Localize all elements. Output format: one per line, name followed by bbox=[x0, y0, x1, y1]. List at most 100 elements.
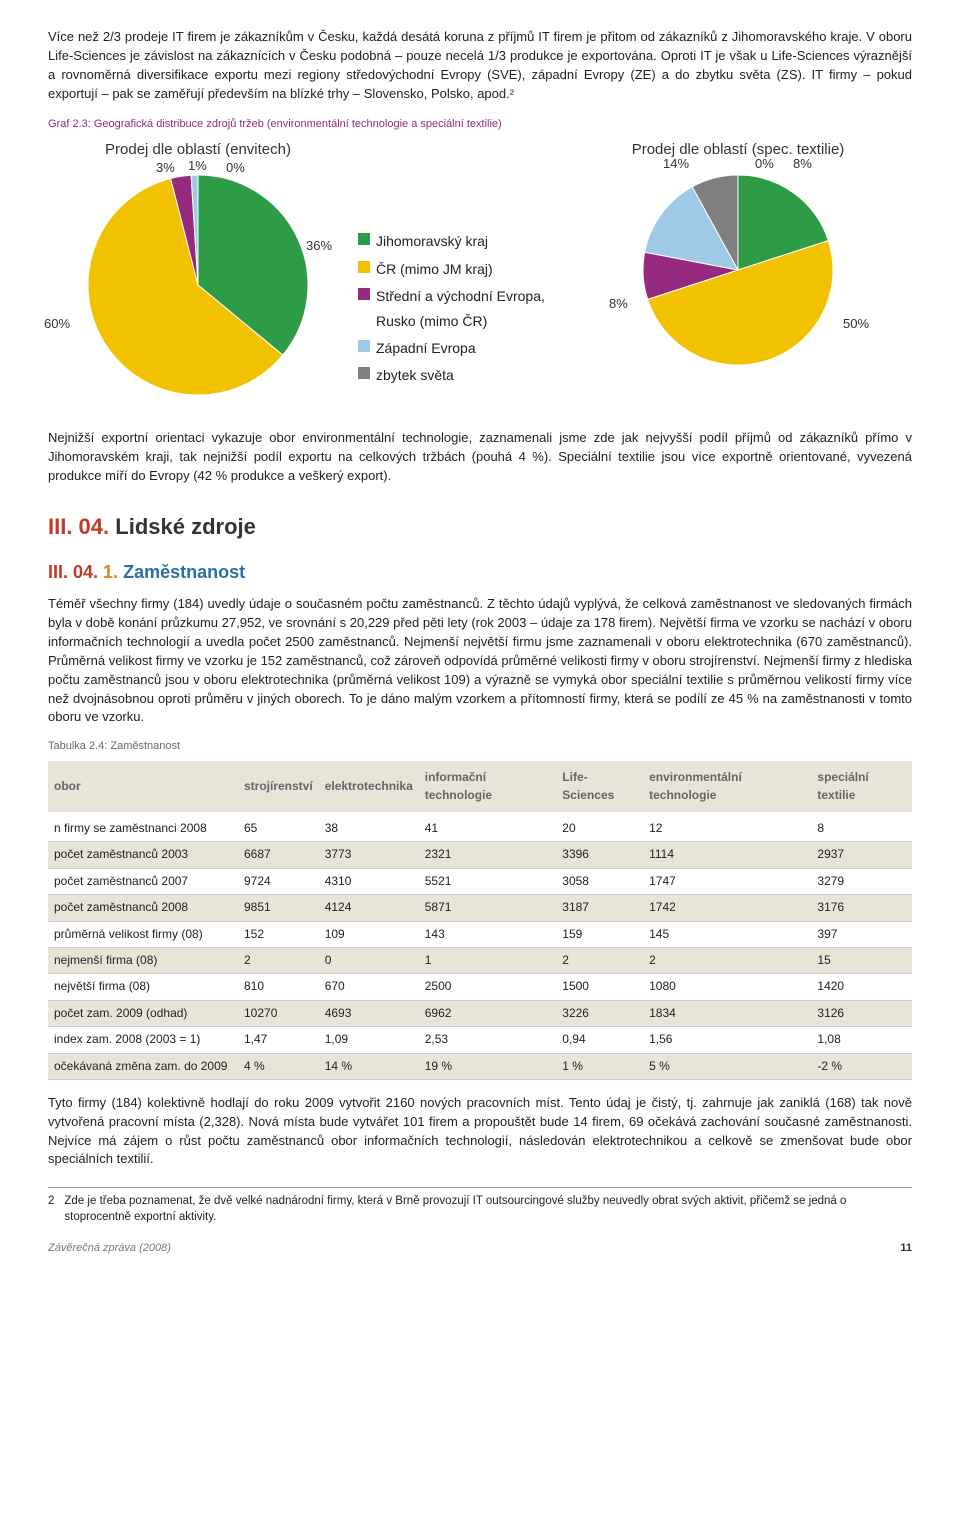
table-cell: očekávaná změna zam. do 2009 bbox=[48, 1053, 238, 1079]
table-cell: 2937 bbox=[811, 842, 912, 868]
table-cell: 2321 bbox=[419, 842, 557, 868]
pie-label: 8% bbox=[793, 155, 812, 174]
table-header-cell: informační technologie bbox=[419, 761, 557, 814]
pie-label: 0% bbox=[226, 159, 245, 178]
table-cell: 19 % bbox=[419, 1053, 557, 1079]
legend-swatch bbox=[358, 340, 370, 352]
table-row: nejmenší firma (08)2012215 bbox=[48, 948, 912, 974]
table-cell: 5521 bbox=[419, 868, 557, 894]
table-cell: 0 bbox=[319, 948, 419, 974]
table-cell: 159 bbox=[556, 921, 643, 947]
legend-swatch bbox=[358, 261, 370, 273]
footnote-num: 2 bbox=[48, 1194, 54, 1225]
table-cell: 1747 bbox=[643, 868, 811, 894]
table-cell: 4310 bbox=[319, 868, 419, 894]
table-cell: počet zaměstnanců 2008 bbox=[48, 895, 238, 921]
h3-num-b: 1. bbox=[103, 562, 118, 582]
table-row: počet zaměstnanců 2007972443105521305817… bbox=[48, 868, 912, 894]
table-cell: 397 bbox=[811, 921, 912, 947]
legend-item: Střední a východní Evropa, Rusko (mimo Č… bbox=[358, 284, 578, 334]
table-cell: 20 bbox=[556, 814, 643, 842]
table-cell: 670 bbox=[319, 974, 419, 1000]
table-cell: 145 bbox=[643, 921, 811, 947]
pie-chart-2: 0%8%14%8%50% bbox=[633, 165, 843, 381]
legend-list: Jihomoravský krajČR (mimo JM kraj)Středn… bbox=[358, 229, 578, 388]
table-header-cell: speciální textilie bbox=[811, 761, 912, 814]
table-cell: n firmy se zaměstnanci 2008 bbox=[48, 814, 238, 842]
table-cell: počet zam. 2009 (odhad) bbox=[48, 1000, 238, 1026]
table-row: největší firma (08)810670250015001080142… bbox=[48, 974, 912, 1000]
pie-label: 14% bbox=[663, 155, 689, 174]
table-cell: 1,56 bbox=[643, 1027, 811, 1053]
table-row: počet zam. 2009 (odhad)10270469369623226… bbox=[48, 1000, 912, 1026]
table-cell: 4 % bbox=[238, 1053, 319, 1079]
table-cell: 1420 bbox=[811, 974, 912, 1000]
h2-number: III. 04. bbox=[48, 514, 109, 539]
heading-lidske-zdroje: III. 04. Lidské zdroje bbox=[48, 511, 912, 543]
table-zamestnanost: oborstrojírenstvíelektrotechnikainformač… bbox=[48, 761, 912, 1080]
table-header-cell: elektrotechnika bbox=[319, 761, 419, 814]
paragraph-3: Téměř všechny firmy (184) uvedly údaje o… bbox=[48, 595, 912, 727]
table-cell: počet zaměstnanců 2003 bbox=[48, 842, 238, 868]
footnote: 2 Zde je třeba poznamenat, že dvě velké … bbox=[48, 1187, 912, 1225]
table-cell: 0,94 bbox=[556, 1027, 643, 1053]
legend-swatch bbox=[358, 233, 370, 245]
table-header-cell: obor bbox=[48, 761, 238, 814]
table-cell: 1500 bbox=[556, 974, 643, 1000]
chart-envitech: Prodej dle oblastí (envitech) 1%3%0%36%6… bbox=[48, 139, 348, 411]
charts-row: Prodej dle oblastí (envitech) 1%3%0%36%6… bbox=[48, 139, 912, 411]
chart2-title: Prodej dle oblastí (spec. textilie) bbox=[588, 139, 888, 161]
paragraph-2: Nejnižší exportní orientaci vykazuje obo… bbox=[48, 429, 912, 486]
h3-text: Zaměstnanost bbox=[123, 562, 245, 582]
legend-label: ČR (mimo JM kraj) bbox=[376, 257, 493, 282]
table-cell: 1,08 bbox=[811, 1027, 912, 1053]
legend-item: Západní Evropa bbox=[358, 336, 578, 361]
page-footer: Závěrečná zpráva (2008) 11 bbox=[48, 1241, 912, 1257]
table-cell: 5 % bbox=[643, 1053, 811, 1079]
table-cell: 1 bbox=[419, 948, 557, 974]
table-cell: 3187 bbox=[556, 895, 643, 921]
table-cell: 6962 bbox=[419, 1000, 557, 1026]
table-cell: největší firma (08) bbox=[48, 974, 238, 1000]
paragraph-1: Více než 2/3 prodeje IT firem je zákazní… bbox=[48, 28, 912, 103]
table-cell: 9724 bbox=[238, 868, 319, 894]
table-row: očekávaná změna zam. do 20094 %14 %19 %1… bbox=[48, 1053, 912, 1079]
footer-left: Závěrečná zpráva (2008) bbox=[48, 1241, 171, 1257]
chart-caption: Graf 2.3: Geografická distribuce zdrojů … bbox=[48, 117, 912, 133]
pie-label: 1% bbox=[188, 157, 207, 176]
table-cell: 41 bbox=[419, 814, 557, 842]
table-cell: 3058 bbox=[556, 868, 643, 894]
table-cell: 1834 bbox=[643, 1000, 811, 1026]
heading-zamestnanost: III. 04. 1. Zaměstnanost bbox=[48, 559, 912, 585]
legend-swatch bbox=[358, 367, 370, 379]
table-cell: 1,09 bbox=[319, 1027, 419, 1053]
table-header-cell: environmentální technologie bbox=[643, 761, 811, 814]
page-number: 11 bbox=[900, 1241, 912, 1257]
table-row: počet zaměstnanců 2008985141245871318717… bbox=[48, 895, 912, 921]
legend-label: Střední a východní Evropa, Rusko (mimo Č… bbox=[376, 284, 578, 334]
pie-label: 50% bbox=[843, 315, 869, 334]
table-cell: 12 bbox=[643, 814, 811, 842]
pie-label: 36% bbox=[306, 237, 332, 256]
table-row: index zam. 2008 (2003 = 1)1,471,092,530,… bbox=[48, 1027, 912, 1053]
table-cell: 1742 bbox=[643, 895, 811, 921]
legend-item: zbytek světa bbox=[358, 363, 578, 388]
table-cell: 1114 bbox=[643, 842, 811, 868]
table-cell: 2500 bbox=[419, 974, 557, 1000]
table-cell: 4124 bbox=[319, 895, 419, 921]
footnote-text: Zde je třeba poznamenat, že dvě velké na… bbox=[64, 1194, 912, 1225]
legend-swatch bbox=[358, 288, 370, 300]
pie-label: 8% bbox=[609, 295, 628, 314]
table-cell: 10270 bbox=[238, 1000, 319, 1026]
pie-chart-1: 1%3%0%36%60% bbox=[78, 165, 318, 411]
table-cell: 2 bbox=[556, 948, 643, 974]
table-cell: 6687 bbox=[238, 842, 319, 868]
table-cell: 3226 bbox=[556, 1000, 643, 1026]
table-cell: 109 bbox=[319, 921, 419, 947]
table-cell: 3126 bbox=[811, 1000, 912, 1026]
table-cell: 2,53 bbox=[419, 1027, 557, 1053]
table-cell: 15 bbox=[811, 948, 912, 974]
table-cell: 8 bbox=[811, 814, 912, 842]
pie-label: 60% bbox=[44, 315, 70, 334]
table-cell: index zam. 2008 (2003 = 1) bbox=[48, 1027, 238, 1053]
